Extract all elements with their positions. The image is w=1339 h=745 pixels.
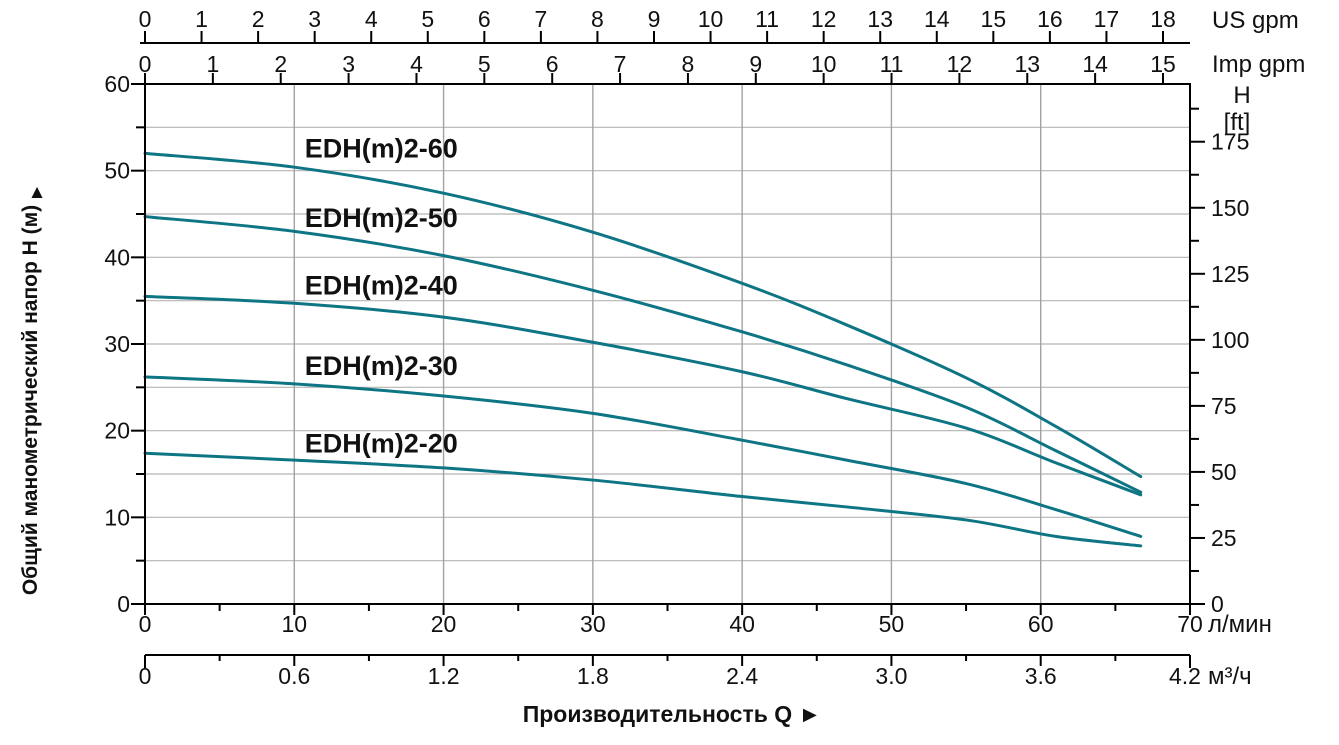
y-ft-tick-50: 50 (1211, 459, 1237, 485)
x-axis-usgpm: 0 1 2 3 4 5 6 7 8 9 10 11 12 13 14 15 16 17 18 US gpm (139, 6, 1299, 44)
vertical-gridlines (293, 84, 1042, 604)
curve-label-EDH(m)2-50: EDH(m)2-50 (305, 203, 458, 233)
x-usgpm-tick-10: 10 (698, 6, 724, 32)
curve-EDH(m)2-30 (143, 375, 1143, 538)
x-impgpm-tick-8: 8 (682, 51, 695, 77)
x-usgpm-tick-2: 2 (252, 6, 265, 32)
y-m-tick-10: 10 (104, 504, 130, 530)
x-m3h-tick-3.0: 3.0 (875, 663, 907, 689)
x-usgpm-unit: US gpm (1212, 7, 1299, 34)
y-ft-unit-ft: [ft] (1224, 109, 1251, 136)
x-lmin-tick-70: 70 (1177, 611, 1203, 637)
pump-curves (143, 151, 1143, 548)
x-lmin-unit: л/мин (1208, 611, 1272, 638)
curve-EDH(m)2-60 (143, 151, 1143, 479)
y-ft-tick-25: 25 (1211, 525, 1237, 551)
x-lmin-tick-40: 40 (729, 611, 755, 637)
x-lmin-tick-10: 10 (281, 611, 307, 637)
y-ft-tick-100: 100 (1211, 327, 1249, 353)
x-usgpm-tick-0: 0 (139, 6, 152, 32)
curve-label-EDH(m)2-20: EDH(m)2-20 (305, 428, 458, 458)
y-m-tick-50: 50 (104, 158, 130, 184)
x-impgpm-tick-7: 7 (614, 51, 627, 77)
y-axis-title-arrow: ▲ (28, 182, 47, 203)
x-usgpm-tick-12: 12 (811, 6, 837, 32)
y-m-tick-30: 30 (104, 331, 130, 357)
x-usgpm-tick-1: 1 (195, 6, 208, 32)
x-impgpm-tick-11: 11 (880, 51, 904, 77)
y-ft-tick-150: 150 (1211, 195, 1249, 221)
x-m3h-tick-1.2: 1.2 (428, 663, 460, 689)
x-usgpm-tick-5: 5 (421, 6, 434, 32)
x-m3h-unit: м³/ч (1208, 663, 1252, 690)
y-axis-feet: 0 25 50 75 100 125 150 175 H[ft] (1190, 82, 1251, 617)
x-m3h-tick-0: 0 (139, 663, 152, 689)
curve-label-EDH(m)2-60: EDH(m)2-60 (305, 134, 458, 164)
curve-EDH(m)2-50 (143, 215, 1143, 494)
x-usgpm-tick-17: 17 (1094, 6, 1120, 32)
x-m3h-tick-0.6: 0.6 (278, 663, 310, 689)
x-usgpm-tick-3: 3 (308, 6, 321, 32)
x-axis-title: Производительность Q ► (523, 701, 822, 727)
y-ft-tick-175: 175 (1211, 129, 1249, 155)
y-ft-tick-125: 125 (1211, 261, 1249, 287)
y-m-tick-60: 60 (104, 71, 130, 97)
x-m3h-tick-4.2: 4.2 (1169, 663, 1201, 689)
x-usgpm-tick-15: 15 (981, 6, 1007, 32)
x-impgpm-tick-1: 1 (206, 51, 219, 77)
x-impgpm-tick-9: 9 (749, 51, 762, 77)
x-axis-m3h: 0 0.6 1.2 1.8 2.4 3.0 3.6 4.2 м³/ч (139, 654, 1252, 690)
x-usgpm-tick-7: 7 (534, 6, 547, 32)
x-usgpm-tick-9: 9 (648, 6, 661, 32)
x-impgpm-tick-0: 0 (139, 51, 152, 77)
curve-EDH(m)2-40 (143, 294, 1143, 497)
x-lmin-tick-30: 30 (580, 611, 606, 637)
x-usgpm-tick-14: 14 (924, 6, 950, 32)
x-axis-lmin: 0 10 20 30 40 50 60 70 л/мин (139, 604, 1272, 638)
x-impgpm-tick-12: 12 (947, 51, 973, 77)
y-m-tick-0: 0 (117, 591, 130, 617)
x-impgpm-tick-13: 13 (1014, 51, 1040, 77)
x-axis-impgpm: 0 1 2 3 4 5 6 7 8 9 10 11 12 13 14 15 Imp gpm (139, 51, 1305, 84)
x-impgpm-tick-3: 3 (342, 51, 355, 77)
y-m-tick-40: 40 (104, 244, 130, 270)
y-m-tick-20: 20 (104, 418, 130, 444)
x-impgpm-tick-6: 6 (546, 51, 559, 77)
x-impgpm-unit: Imp gpm (1212, 51, 1305, 78)
x-impgpm-tick-15: 15 (1150, 51, 1176, 77)
y-ft-tick-0: 0 (1211, 591, 1224, 617)
curve-EDH(m)2-20 (143, 451, 1143, 548)
x-impgpm-tick-4: 4 (410, 51, 423, 77)
x-lmin-tick-60: 60 (1028, 611, 1054, 637)
x-m3h-tick-1.8: 1.8 (577, 663, 609, 689)
x-lmin-tick-0: 0 (139, 611, 152, 637)
x-impgpm-tick-10: 10 (811, 51, 837, 77)
x-usgpm-tick-11: 11 (755, 6, 779, 32)
x-impgpm-tick-2: 2 (274, 51, 287, 77)
y-ft-tick-75: 75 (1211, 393, 1237, 419)
x-usgpm-tick-6: 6 (478, 6, 491, 32)
x-usgpm-tick-18: 18 (1150, 6, 1176, 32)
curve-label-EDH(m)2-30: EDH(m)2-30 (305, 351, 458, 381)
x-impgpm-tick-5: 5 (478, 51, 491, 77)
axis-titles: Производительность Q ► Общий манометричес… (19, 182, 821, 727)
horizontal-gridlines (145, 126, 1190, 562)
x-lmin-tick-20: 20 (431, 611, 457, 637)
x-usgpm-tick-13: 13 (867, 6, 893, 32)
x-usgpm-tick-4: 4 (365, 6, 378, 32)
x-lmin-tick-50: 50 (879, 611, 905, 637)
x-m3h-tick-3.6: 3.6 (1025, 663, 1057, 689)
y-axis-meters: 0 10 20 30 40 50 60 (104, 71, 145, 617)
y-ft-unit-H: H (1233, 82, 1250, 109)
curve-label-EDH(m)2-40: EDH(m)2-40 (305, 271, 458, 301)
x-impgpm-tick-14: 14 (1082, 51, 1108, 77)
x-usgpm-tick-16: 16 (1037, 6, 1063, 32)
x-m3h-tick-2.4: 2.4 (726, 663, 758, 689)
y-axis-title: Общий манометрический напор H (м) (19, 205, 42, 595)
curve-labels: EDH(m)2-60 EDH(m)2-50 EDH(m)2-40 EDH(m)2-30… (305, 134, 458, 459)
x-usgpm-tick-8: 8 (591, 6, 604, 32)
